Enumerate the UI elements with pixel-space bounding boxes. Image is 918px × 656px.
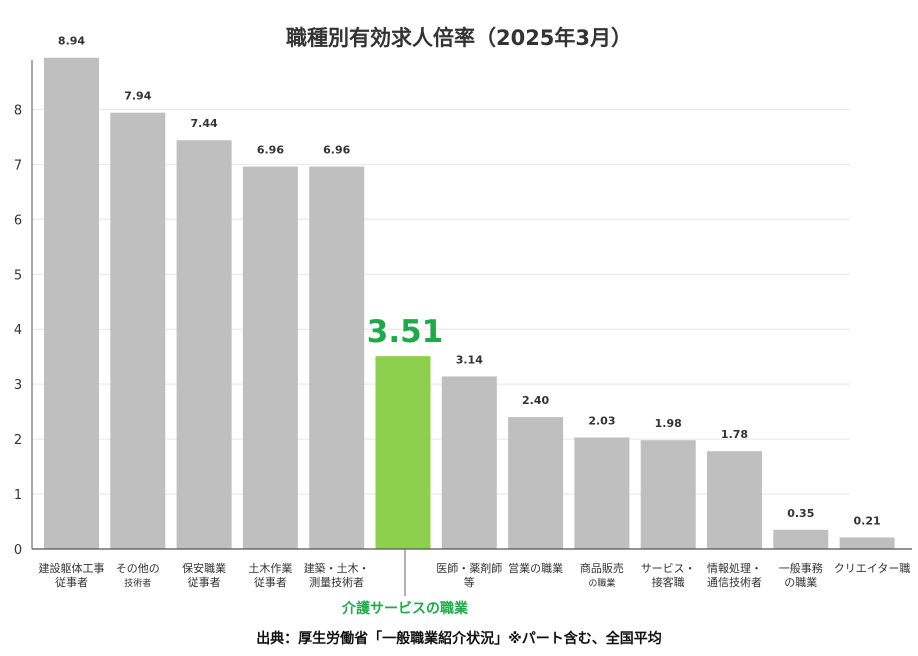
- category-label: 医師・薬剤師: [436, 561, 502, 575]
- y-tick-label: 7: [14, 158, 22, 173]
- data-label-highlight: 3.51: [367, 314, 444, 350]
- category-label: 建設躯体工事: [39, 561, 105, 575]
- bar: [44, 57, 99, 549]
- data-label: 3.14: [456, 353, 483, 366]
- category-label: 従事者: [55, 576, 88, 589]
- y-tick-label: 3: [14, 378, 22, 393]
- category-label: 営業の職業: [508, 561, 563, 575]
- y-tick-label: 1: [14, 488, 22, 503]
- data-label: 0.35: [787, 507, 814, 520]
- category-label: 商品販売: [580, 561, 624, 575]
- category-label: 技術者: [124, 577, 151, 589]
- y-tick-label: 6: [14, 213, 22, 228]
- y-tick-label: 2: [14, 433, 22, 448]
- category-label: 等: [464, 575, 475, 589]
- y-tick-label: 0: [14, 543, 22, 558]
- category-label: 一般事務: [779, 561, 823, 575]
- data-label: 0.21: [854, 514, 881, 527]
- data-label: 2.40: [522, 394, 549, 407]
- category-label: 土木作業: [248, 562, 292, 575]
- category-label: サービス・: [641, 562, 696, 575]
- bar: [176, 140, 232, 549]
- category-label: 従事者: [254, 576, 287, 589]
- category-label: 接客職: [652, 575, 685, 589]
- bar: [773, 529, 829, 549]
- category-label: の職業: [588, 577, 615, 589]
- bar: [242, 166, 298, 549]
- source-note: 出典：厚生労働省「一般職業紹介状況」※パート含む、全国平均: [256, 631, 662, 647]
- data-label: 6.96: [323, 144, 350, 157]
- bar: [375, 356, 431, 549]
- data-label: 2.03: [588, 414, 615, 427]
- category-label: クリエイター職: [834, 562, 911, 575]
- bar: [640, 440, 696, 549]
- y-tick-label: 8: [14, 103, 22, 118]
- highlight-category-label: 介護サービスの職業: [341, 600, 469, 617]
- bar: [309, 166, 365, 549]
- data-label: 6.96: [257, 144, 284, 157]
- chart-title: 職種別有効求人倍率（2025年3月）: [285, 26, 633, 50]
- bar: [839, 537, 895, 549]
- data-label: 8.94: [58, 35, 85, 48]
- bar: [110, 112, 166, 550]
- data-label: 1.98: [655, 417, 682, 430]
- category-label: 通信技術者: [707, 576, 762, 589]
- category-label: の職業: [784, 576, 817, 589]
- data-label: 7.94: [124, 90, 151, 103]
- category-label: 従事者: [188, 576, 221, 589]
- category-label: その他の: [116, 562, 160, 575]
- data-label: 7.44: [191, 117, 218, 130]
- category-label: 建築・土木・: [304, 561, 370, 575]
- bar: [707, 451, 762, 549]
- bar: [441, 376, 497, 549]
- category-label: 測量技術者: [309, 575, 364, 589]
- category-label: 保安職業: [182, 561, 226, 575]
- bar: [574, 437, 630, 549]
- category-label: 情報処理・: [707, 562, 762, 575]
- y-tick-label: 5: [14, 268, 22, 283]
- y-tick-label: 4: [14, 323, 22, 338]
- data-label: 1.78: [721, 428, 748, 441]
- bar: [508, 417, 564, 549]
